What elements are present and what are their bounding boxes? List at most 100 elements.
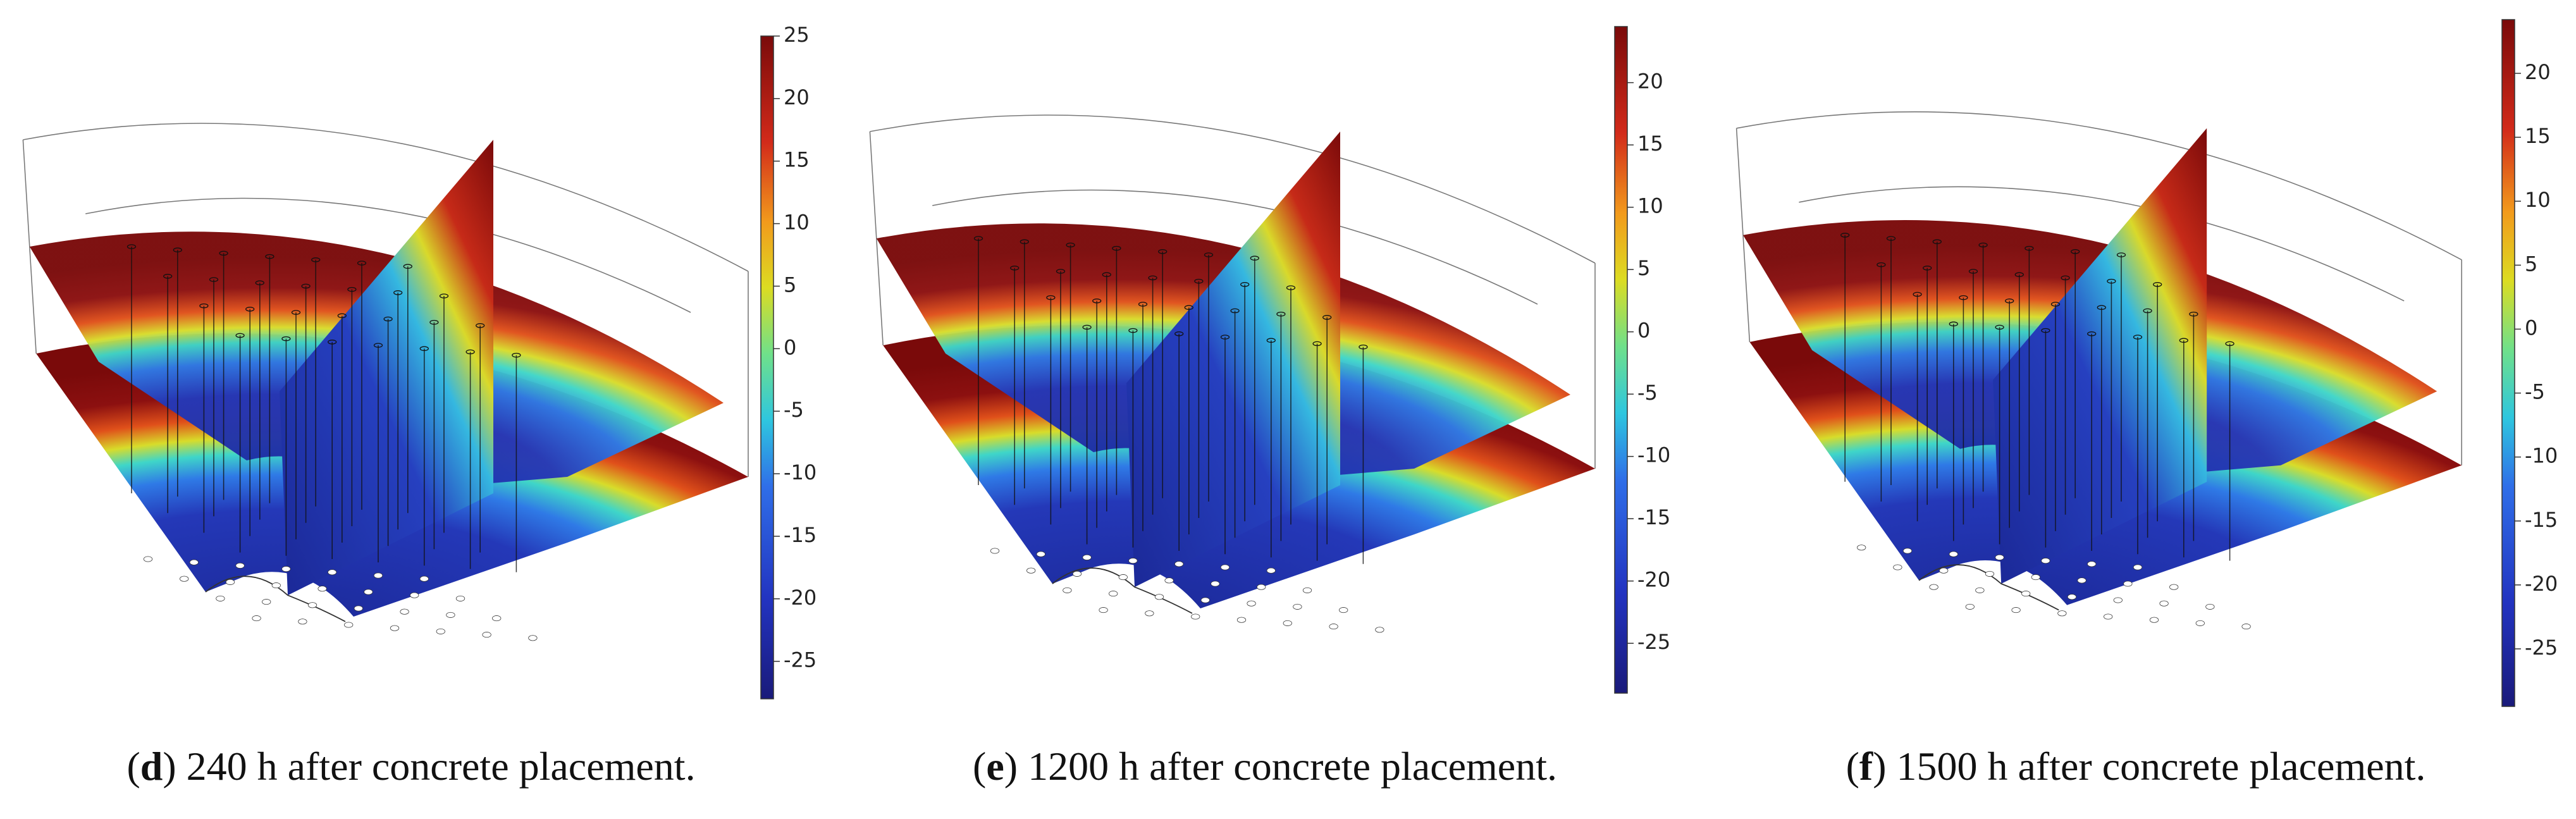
colorbar-tick-label: -15 [784,523,817,547]
pillar-base [2077,577,2086,584]
pillar-top [1056,269,1066,274]
caption-part: ) 1200 h after concrete placement. [1004,744,1557,789]
pillar-top [2014,272,2024,277]
colorbar-tick-label: 20 [1637,70,1663,94]
pillar-base [1283,620,1292,626]
pillar-top [2153,282,2162,287]
pillar-top [1840,233,1850,238]
pillar-top [265,254,274,259]
pillar-base [1893,564,1902,570]
pillar-top [1046,295,1056,300]
colorbar-tick-label: -5 [2525,380,2545,404]
pillar-base [1200,597,1210,603]
colorbar-tick-label: 20 [784,85,810,109]
pillar-base [1375,627,1384,633]
section-plane [1993,128,2207,584]
pillar-base [1266,567,1276,574]
pillar-base [1128,558,1138,564]
colorbar-tick-label: 15 [2525,124,2551,148]
pillar-top [465,349,475,355]
pillar-top [1138,302,1148,307]
pillar-base [2087,561,2097,567]
pillar-top [209,277,219,282]
pillar-top [2143,308,2152,314]
colorbar-tick-label: -15 [1637,505,1670,529]
pillar-top [235,333,245,338]
pillar-top [281,336,291,342]
pillar-top [2050,302,2061,307]
pillar-base [1164,577,1174,584]
pillar-base [1339,607,1348,613]
pillar-base [2241,624,2251,630]
pillar-top [1886,236,1896,241]
pillar-top [337,313,347,318]
pillar-top [973,236,983,241]
colorbar-tick-label: -10 [784,460,817,484]
pillar-base [1072,570,1082,577]
pillar-base [2123,581,2133,587]
pillar-base [2041,558,2050,564]
pillar-top [1194,278,1204,284]
pillar-base [1329,624,1338,630]
pillar-top [255,280,264,285]
colorbar-tick-label: 10 [1637,194,1663,218]
pillar-top [393,290,403,295]
pillar-top [1240,282,1250,287]
pillar-top [2041,328,2050,333]
pillar-top [1913,292,1922,297]
pillar-top [1312,341,1322,347]
pillar-base [1145,610,1154,617]
pillar-base [317,586,327,592]
caption-part: ) 240 h after concrete placement. [163,744,695,789]
colorbar [1614,26,1628,694]
pillar-top [2107,278,2116,284]
simulation-view [22,123,749,641]
pillar-top [403,264,412,269]
pillar-top [291,310,301,315]
colorbar-tick-label: -10 [1637,443,1670,467]
pillar-top [2087,331,2097,336]
pillar-top [429,319,439,325]
pillar-top [2133,335,2143,340]
caption-part: d [140,744,163,789]
pillar-base [2195,620,2205,626]
pillar-base [1220,564,1230,570]
pillar-top [1204,252,1214,257]
pillar-base [373,572,383,579]
pillar-base [281,566,291,572]
pillar-base [143,556,153,562]
caption-part: ( [1846,744,1859,789]
pillar-base [1154,594,1164,600]
pillar-base [180,576,189,582]
pillar-top [2097,305,2106,310]
pillar-base [1236,617,1247,623]
caption-part: e [986,744,1004,789]
section-edge [1052,567,1193,614]
pillar-base [344,622,354,628]
pillar-top [1174,331,1184,336]
colorbar-tick-label: 10 [2525,188,2551,212]
pillar-top [1949,321,1958,326]
pillar-top [328,340,337,345]
pillar-base [400,608,409,615]
colorbar-tick-label: -20 [784,586,817,610]
pillar-base [2021,591,2031,597]
pillar-top [245,307,255,312]
pillar-base [2031,574,2040,581]
pillar-top [1286,285,1296,290]
pillar-top [2024,245,2034,251]
colorbar-tick-label: -5 [1637,381,1658,405]
caption-part: ( [973,744,986,789]
colorbar-tick-label: -15 [2525,508,2558,532]
pillar-base [455,595,465,601]
pillar-top [1220,335,1230,340]
pillar-base [262,599,271,605]
pillar-top [1923,266,1932,271]
caption-part: f [1859,744,1873,789]
pillar-top [439,293,449,299]
pillar-base [1082,554,1092,560]
caption-part: ) 1500 h after concrete placement. [1873,744,2425,789]
pillar-top [2071,249,2080,254]
pillar-base [2149,617,2159,623]
colorbar-tick-label: 0 [1637,319,1650,343]
